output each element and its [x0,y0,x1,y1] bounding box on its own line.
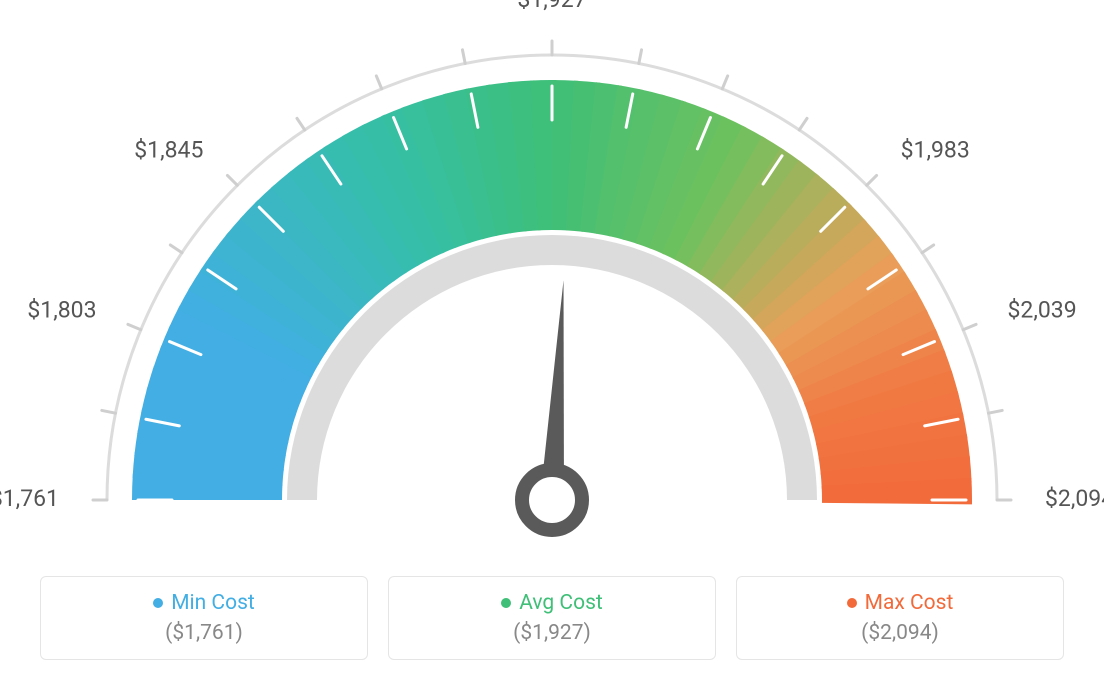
legend-value-max: ($2,094) [861,621,939,645]
legend-dot-max [847,598,857,608]
legend-value-min: ($1,761) [165,621,243,645]
legend-title-avg: Avg Cost [501,591,603,615]
legend-value-avg: ($1,927) [513,621,591,645]
gauge-tick-label: $2,039 [1007,296,1076,323]
gauge-tick-label: $1,927 [517,0,586,13]
legend-card-min: Min Cost ($1,761) [40,576,368,660]
legend-label-min: Min Cost [171,591,255,615]
gauge-tick-label: $1,761 [0,485,59,512]
legend-dot-min [153,598,163,608]
legend-dot-avg [501,598,511,608]
legend-label-avg: Avg Cost [519,591,603,615]
gauge-tick-label: $1,803 [27,296,96,323]
legend-card-avg: Avg Cost ($1,927) [388,576,716,660]
legend-card-max: Max Cost ($2,094) [736,576,1064,660]
legend-title-max: Max Cost [847,591,954,615]
legend-row: Min Cost ($1,761) Avg Cost ($1,927) Max … [0,576,1104,660]
legend-label-max: Max Cost [865,591,954,615]
gauge-chart-container: $1,761 $1,803 $1,845 $1,927 $1,983 $2,039 $2,0… [0,0,1104,690]
gauge-tick-label: $2,094 [1045,485,1104,512]
gauge-tick-label: $1,983 [901,136,970,163]
gauge-tick-label: $1,845 [134,136,203,163]
legend-title-min: Min Cost [153,591,255,615]
